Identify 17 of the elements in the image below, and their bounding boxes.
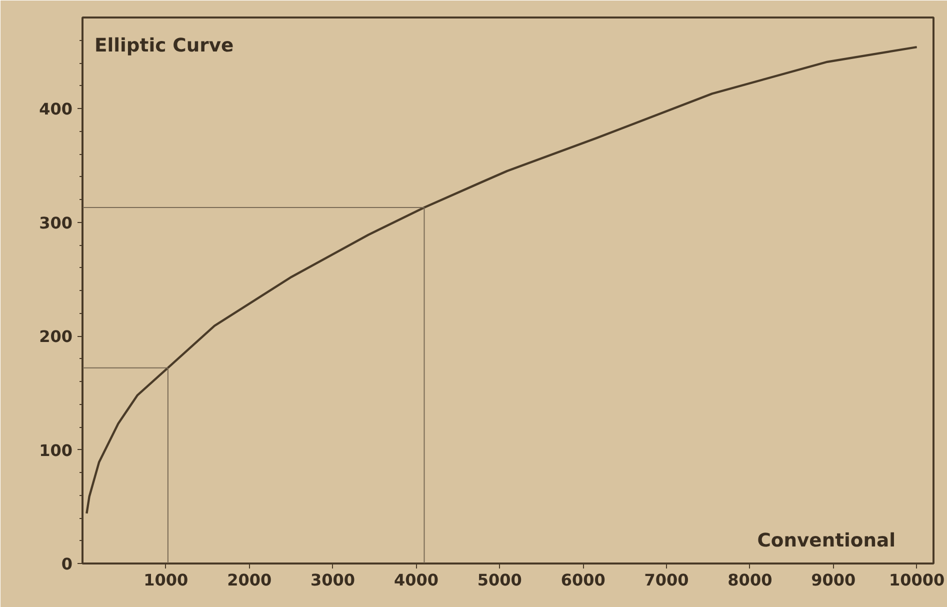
x-tick-label: 2000: [227, 570, 272, 590]
x-axis-title: Conventional: [757, 530, 896, 552]
x-tick-label: 6000: [560, 570, 606, 590]
x-tick-label: 4000: [394, 570, 438, 590]
y-tick-label: 400: [39, 100, 73, 118]
y-axis-title: Elliptic Curve: [94, 36, 234, 56]
x-tick-label: 8000: [728, 570, 772, 590]
x-tick-label: 7000: [644, 570, 689, 590]
y-tick-label: 0: [61, 554, 73, 574]
y-tick-label: 200: [39, 327, 73, 346]
x-tick-label: 9000: [811, 570, 856, 590]
x-tick-label: 5000: [477, 570, 522, 590]
y-tick-label: 300: [39, 213, 73, 232]
x-tick-label: 10000: [888, 570, 945, 590]
x-tick-label: 3000: [310, 570, 356, 590]
y-tick-label: 100: [39, 440, 73, 460]
x-tick-label: 1000: [144, 570, 188, 590]
